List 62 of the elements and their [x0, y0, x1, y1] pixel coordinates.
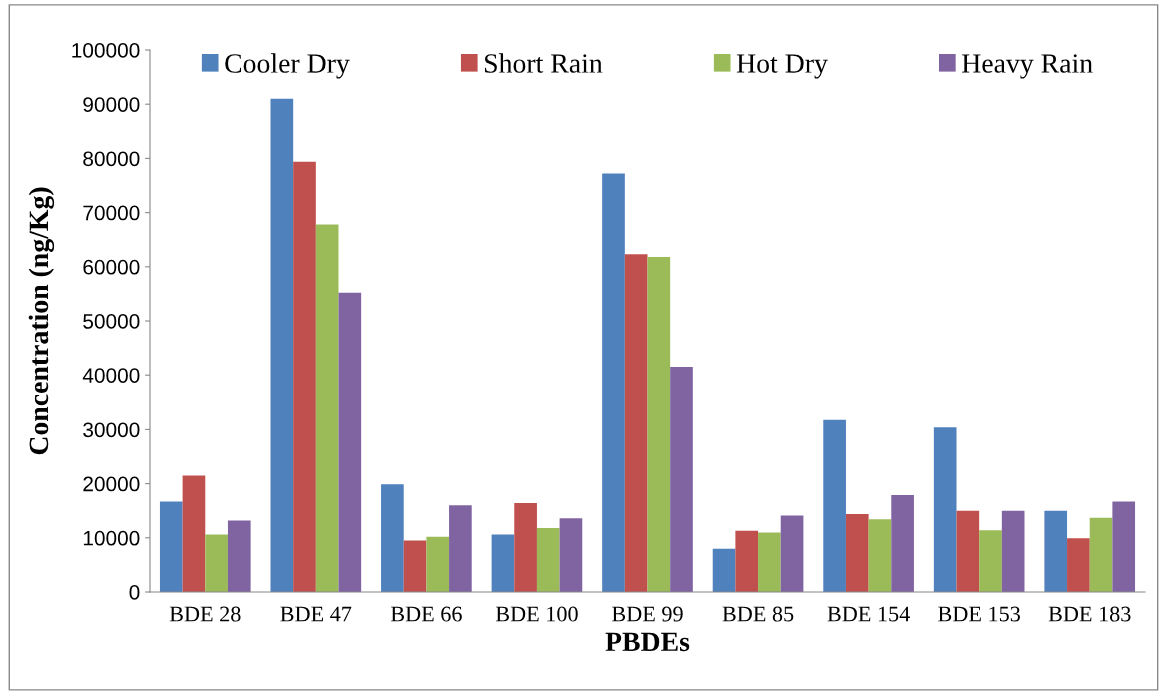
y-tick-label: 80000: [83, 151, 140, 167]
bar: [956, 510, 980, 592]
x-tick-label: BDE 154: [827, 606, 910, 622]
x-tick-label: BDE 99: [612, 606, 683, 622]
bar: [979, 530, 1002, 592]
x-tick-label: BDE 100: [495, 606, 578, 622]
bar: [426, 536, 450, 592]
bar: [514, 503, 537, 592]
x-tick-label: BDE 66: [390, 606, 462, 622]
y-tick-label: 50000: [83, 314, 140, 329]
bar: [868, 519, 892, 592]
bar: [182, 475, 206, 592]
bar: [602, 173, 625, 592]
bar: [735, 530, 759, 592]
bar: [381, 484, 404, 592]
bar: [491, 534, 515, 592]
bar: [1112, 501, 1136, 592]
bar: [227, 520, 251, 592]
bar: [559, 518, 583, 592]
bar: [293, 161, 316, 592]
y-tick-label: 40000: [82, 368, 140, 383]
x-tick-label: BDE 183: [1048, 606, 1131, 622]
x-tick-label: BDE 47: [280, 606, 352, 622]
legend-label: Hot Dry: [736, 54, 828, 79]
bar: [845, 513, 869, 592]
y-tick-label: 20000: [83, 476, 140, 492]
y-axis-title: Concentration (ng/Kg): [28, 187, 55, 455]
y-tick-label: 90000: [83, 97, 140, 112]
bar: [647, 257, 671, 592]
y-tick-label: 0: [129, 585, 140, 600]
y-tick-label: 100000: [72, 43, 140, 58]
bar: [624, 254, 648, 592]
bar: [1044, 510, 1068, 592]
bar: [1067, 538, 1090, 592]
bar: [780, 515, 804, 592]
bar: [205, 534, 228, 592]
bar: [536, 528, 560, 592]
y-tick-label: 30000: [83, 422, 140, 438]
bar: [758, 532, 781, 592]
bar: [159, 501, 183, 592]
y-tick-label: 60000: [83, 259, 140, 275]
legend-label: Cooler Dry: [225, 53, 350, 79]
bar: [712, 548, 736, 592]
y-tick-label: 10000: [83, 530, 140, 546]
bar: [670, 367, 693, 592]
bar: [270, 98, 294, 592]
y-tick-label: 70000: [83, 205, 140, 221]
legend-label: Short Rain: [485, 53, 603, 73]
bar: [891, 494, 914, 592]
bar: [403, 540, 427, 592]
bar: [933, 427, 957, 592]
x-tick-label: BDE 28: [169, 606, 241, 622]
x-axis-title: PBDEs: [605, 632, 690, 652]
bar: [1001, 510, 1025, 592]
x-tick-label: BDE 85: [722, 606, 794, 622]
bar: [449, 505, 472, 592]
bar: [1089, 517, 1113, 592]
x-tick-label: BDE 153: [938, 606, 1020, 622]
legend-label: Heavy Rain: [962, 54, 1093, 79]
bar: [338, 292, 362, 592]
bar: [315, 224, 339, 592]
bar: [823, 419, 846, 592]
